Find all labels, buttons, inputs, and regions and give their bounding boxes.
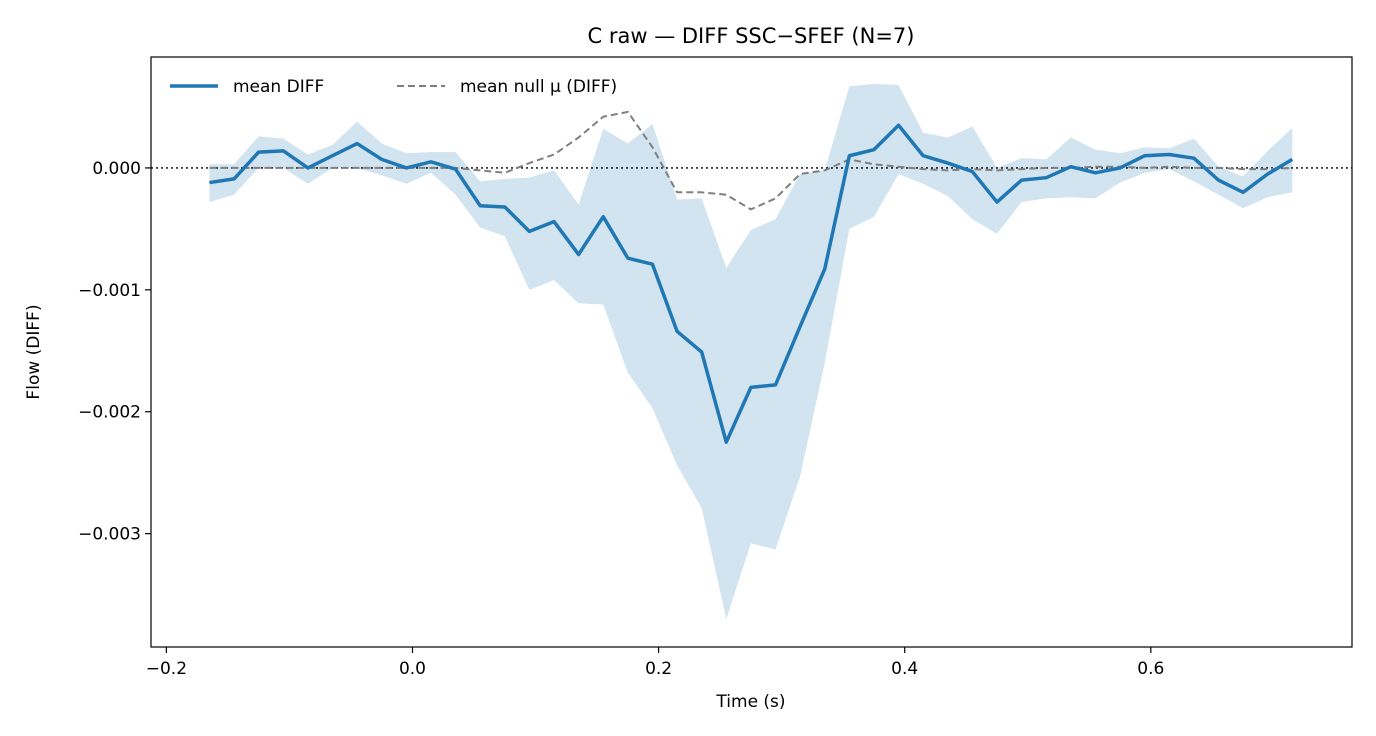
x-axis-label: Time (s) bbox=[715, 692, 785, 712]
confidence-band bbox=[209, 83, 1293, 619]
x-axis: −0.2 0.0 0.2 0.4 0.6 bbox=[146, 647, 1164, 679]
y-tick-label: −0.003 bbox=[78, 525, 141, 545]
legend: mean DIFF mean null μ (DIFF) bbox=[170, 77, 617, 97]
x-tick-label: 0.0 bbox=[399, 659, 426, 679]
legend-label-mean-diff: mean DIFF bbox=[233, 77, 324, 97]
y-axis-label: Flow (DIFF) bbox=[24, 304, 44, 399]
x-tick-label: 0.2 bbox=[645, 659, 672, 679]
x-tick-label: −0.2 bbox=[146, 659, 187, 679]
x-tick-label: 0.6 bbox=[1137, 659, 1164, 679]
x-tick-label: 0.4 bbox=[891, 659, 918, 679]
y-tick-label: −0.002 bbox=[78, 403, 141, 423]
series-line-mean-diff bbox=[209, 123, 1294, 444]
legend-label-mean-null: mean null μ (DIFF) bbox=[460, 77, 617, 97]
y-axis: 0.000 −0.001 −0.002 −0.003 bbox=[78, 159, 151, 545]
plot-frame bbox=[150, 56, 1353, 648]
chart-title: C raw — DIFF SSC−SFEF (N=7) bbox=[588, 24, 915, 48]
plot-area bbox=[151, 83, 1352, 619]
series-line-mean-null bbox=[209, 110, 1293, 211]
y-tick-label: −0.001 bbox=[78, 281, 141, 301]
y-tick-label: 0.000 bbox=[92, 159, 141, 179]
